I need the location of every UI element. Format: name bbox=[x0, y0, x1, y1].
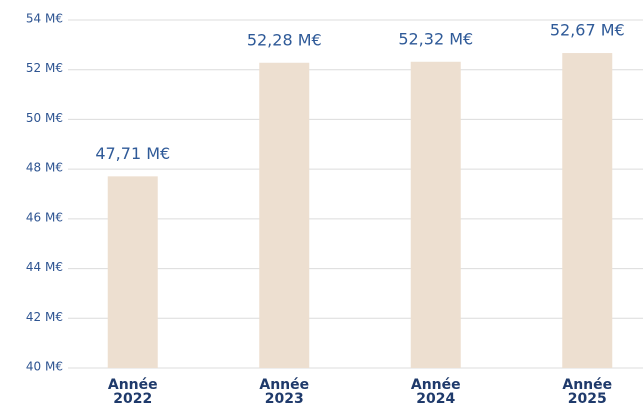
bar bbox=[259, 62, 310, 369]
x-tick-label: Année 2023 bbox=[259, 377, 310, 407]
y-tick-label: 40 M€ bbox=[26, 360, 63, 374]
y-tick-label: 54 M€ bbox=[26, 12, 63, 26]
value-label: 52,67 M€ bbox=[550, 21, 625, 40]
y-tick-label: 52 M€ bbox=[26, 61, 63, 75]
bar bbox=[107, 176, 158, 368]
value-label: 52,28 M€ bbox=[247, 30, 322, 49]
y-tick-label: 42 M€ bbox=[26, 310, 63, 324]
x-tick-label: Année 2022 bbox=[107, 377, 158, 407]
value-label: 52,32 M€ bbox=[398, 29, 473, 48]
value-label: 47,71 M€ bbox=[95, 144, 170, 163]
y-tick-label: 46 M€ bbox=[26, 210, 63, 224]
bar bbox=[410, 61, 461, 368]
x-tick-label: Année 2024 bbox=[410, 377, 461, 407]
y-tick-label: 48 M€ bbox=[26, 161, 63, 175]
y-tick-label: 50 M€ bbox=[26, 111, 63, 125]
x-tick-label: Année 2025 bbox=[562, 377, 613, 407]
bar bbox=[562, 53, 613, 369]
y-tick-label: 44 M€ bbox=[26, 260, 63, 274]
